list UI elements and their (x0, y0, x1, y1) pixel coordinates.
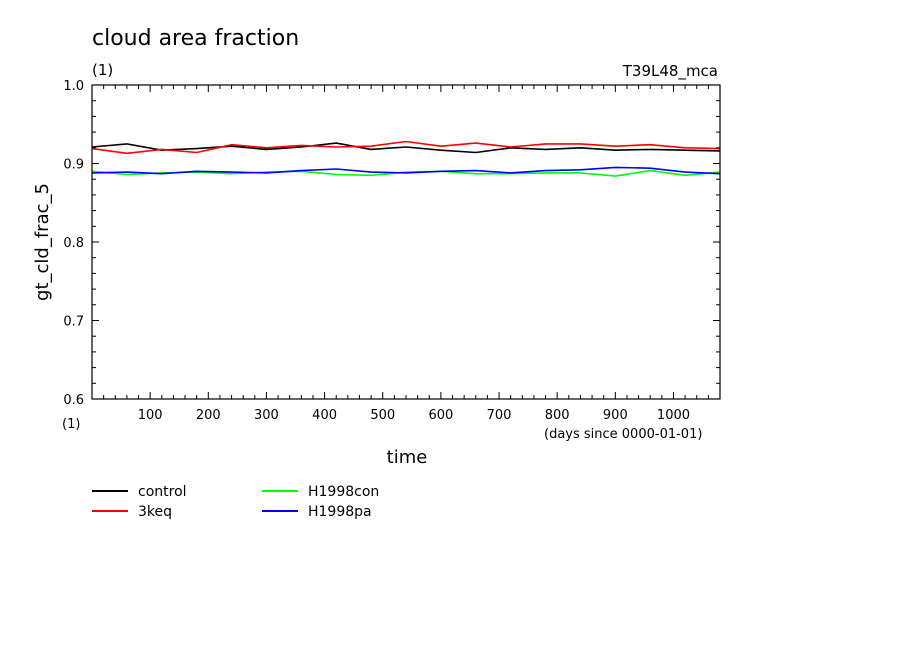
legend-label: control (138, 484, 187, 500)
legend-item: H1998pa (262, 504, 372, 520)
y-tick-label: 0.7 (63, 315, 84, 330)
x-tick-label: 800 (545, 408, 570, 423)
x-tick-label: 400 (312, 408, 337, 423)
y-units: (1) (62, 417, 80, 432)
y-tick-label: 0.9 (63, 158, 84, 173)
x-tick-label: 300 (254, 408, 279, 423)
x-tick-label: 500 (370, 408, 395, 423)
series-line-3keq (91, 140, 721, 155)
x-units: (days since 0000-01-01) (544, 427, 702, 442)
y-tick-label: 0.6 (63, 393, 84, 408)
title-units: (1) (92, 61, 113, 79)
legend-item: control (92, 484, 187, 500)
legend-label: H1998con (308, 484, 379, 500)
series-line-control (91, 142, 721, 154)
legend: control 3keq H1998con H1998pa (92, 484, 379, 520)
plot-frame (91, 84, 721, 400)
x-tick-label: 900 (603, 408, 628, 423)
legend-label: H1998pa (308, 504, 372, 520)
y-tick-label: 1.0 (63, 79, 84, 94)
series-layer (91, 140, 721, 177)
y-axis-label: gt_cld_frac_5 (32, 183, 53, 301)
x-tick-label: 100 (138, 408, 163, 423)
legend-item: H1998con (262, 484, 379, 500)
chart-title: cloud area fraction (92, 26, 299, 51)
x-tick-label: 600 (428, 408, 453, 423)
x-axis-label: time (387, 447, 428, 468)
ticks-layer: 100 200 300 400 500 600 700 800 900 1000 0.6 0.7 0.8… (63, 79, 721, 423)
x-tick-label: 1000 (657, 408, 690, 423)
x-tick-label: 200 (196, 408, 221, 423)
legend-label: 3keq (138, 504, 172, 520)
y-tick-label: 0.8 (63, 236, 84, 251)
legend-item: 3keq (92, 504, 172, 520)
series-line-h1998pa (91, 166, 721, 175)
run-label: T39L48_mca (622, 62, 718, 81)
x-tick-label: 700 (487, 408, 512, 423)
